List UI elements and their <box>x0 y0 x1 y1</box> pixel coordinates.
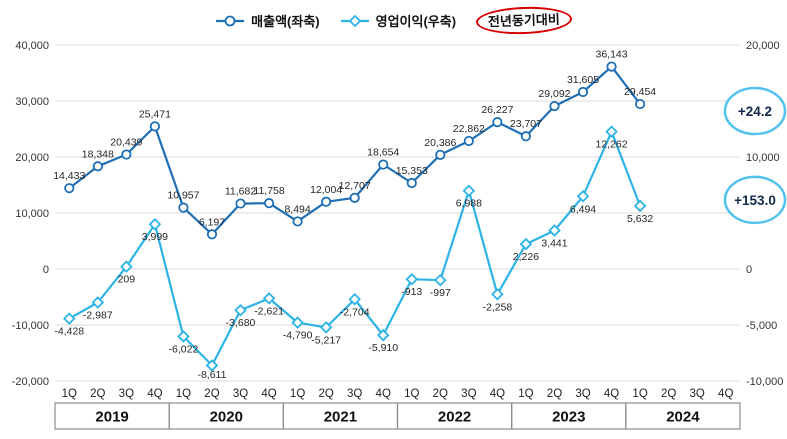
svg-text:209: 209 <box>118 274 136 286</box>
svg-text:23,707: 23,707 <box>510 118 542 130</box>
svg-text:20,386: 20,386 <box>424 137 456 149</box>
svg-text:2020: 2020 <box>210 409 243 426</box>
svg-text:4Q: 4Q <box>261 388 276 400</box>
svg-text:2023: 2023 <box>552 409 585 426</box>
legend-item-yoy: 전년동기대비 <box>475 5 573 36</box>
svg-text:2Q: 2Q <box>661 388 676 400</box>
svg-text:2024: 2024 <box>666 409 700 426</box>
svg-text:6,494: 6,494 <box>570 203 596 215</box>
legend-item-revenue: 매출액(좌축) <box>215 11 320 30</box>
svg-text:10,957: 10,957 <box>167 190 199 202</box>
svg-text:-5,910: -5,910 <box>368 342 398 354</box>
svg-text:15,353: 15,353 <box>396 165 428 177</box>
svg-text:1Q: 1Q <box>518 388 533 400</box>
svg-text:3Q: 3Q <box>575 388 590 400</box>
svg-text:1Q: 1Q <box>290 388 305 400</box>
svg-text:6,988: 6,988 <box>456 198 482 210</box>
svg-text:14,433: 14,433 <box>53 170 85 182</box>
svg-text:0: 0 <box>746 264 752 276</box>
svg-text:18,348: 18,348 <box>82 148 114 160</box>
svg-text:-3,680: -3,680 <box>226 317 256 329</box>
svg-text:3Q: 3Q <box>461 388 476 400</box>
svg-text:36,143: 36,143 <box>596 49 628 61</box>
yoy-highlight-oval: 전년동기대비 <box>475 5 573 36</box>
svg-text:8,494: 8,494 <box>284 203 310 215</box>
legend-label-revenue: 매출액(좌축) <box>251 14 320 29</box>
svg-text:25,471: 25,471 <box>139 108 171 120</box>
svg-text:31,605: 31,605 <box>567 74 599 86</box>
svg-text:-997: -997 <box>430 287 451 299</box>
svg-text:4Q: 4Q <box>490 388 505 400</box>
svg-text:-4,790: -4,790 <box>283 330 313 342</box>
svg-text:40,000: 40,000 <box>15 40 49 52</box>
svg-text:2019: 2019 <box>95 409 128 426</box>
svg-text:-2,621: -2,621 <box>254 305 284 317</box>
svg-text:5,632: 5,632 <box>627 213 653 225</box>
svg-text:26,227: 26,227 <box>481 104 513 116</box>
svg-text:22,862: 22,862 <box>453 123 485 135</box>
svg-text:3Q: 3Q <box>690 388 705 400</box>
svg-text:-10,000: -10,000 <box>12 320 49 332</box>
svg-text:-2,704: -2,704 <box>340 306 370 318</box>
svg-text:2Q: 2Q <box>433 388 448 400</box>
svg-text:2022: 2022 <box>438 409 471 426</box>
legend-item-profit: 영업이익(우축) <box>340 11 456 30</box>
svg-text:29,454: 29,454 <box>624 86 656 98</box>
svg-text:3,441: 3,441 <box>541 237 567 249</box>
svg-text:10,000: 10,000 <box>746 152 780 164</box>
svg-text:20,000: 20,000 <box>746 40 780 52</box>
svg-text:10,000: 10,000 <box>15 208 49 220</box>
svg-text:1Q: 1Q <box>176 388 191 400</box>
svg-text:30,000: 30,000 <box>15 96 49 108</box>
svg-text:+24.2: +24.2 <box>738 104 772 119</box>
svg-text:-20,000: -20,000 <box>12 376 49 388</box>
svg-text:12,004: 12,004 <box>310 184 342 196</box>
svg-text:-5,217: -5,217 <box>311 334 341 346</box>
svg-text:3Q: 3Q <box>233 388 248 400</box>
svg-text:3Q: 3Q <box>347 388 362 400</box>
svg-text:4Q: 4Q <box>376 388 391 400</box>
svg-text:20,439: 20,439 <box>110 137 142 149</box>
svg-text:-10,000: -10,000 <box>746 376 783 388</box>
svg-text:4Q: 4Q <box>718 388 733 400</box>
svg-text:18,654: 18,654 <box>367 147 399 159</box>
svg-text:12,262: 12,262 <box>596 139 628 151</box>
svg-text:-5,000: -5,000 <box>746 320 777 332</box>
svg-text:2Q: 2Q <box>318 388 333 400</box>
svg-text:1Q: 1Q <box>632 388 647 400</box>
svg-text:4Q: 4Q <box>604 388 619 400</box>
svg-text:-8,611: -8,611 <box>197 369 226 381</box>
svg-text:2,226: 2,226 <box>513 251 539 263</box>
svg-text:-913: -913 <box>401 286 422 298</box>
legend-label-profit: 영업이익(우축) <box>375 14 457 29</box>
svg-text:2Q: 2Q <box>90 388 105 400</box>
svg-text:29,092: 29,092 <box>538 88 570 100</box>
profit-line-marker-icon <box>340 14 369 27</box>
svg-text:-6,022: -6,022 <box>169 343 199 355</box>
svg-text:3,999: 3,999 <box>142 231 168 243</box>
svg-text:20,000: 20,000 <box>15 152 49 164</box>
svg-text:4Q: 4Q <box>147 388 162 400</box>
legend: 매출액(좌축) 영업이익(우축) 전년동기대비 <box>0 5 787 36</box>
svg-text:3Q: 3Q <box>119 388 134 400</box>
svg-text:-2,258: -2,258 <box>483 301 513 313</box>
svg-text:11,682: 11,682 <box>225 186 256 198</box>
svg-text:12,707: 12,707 <box>339 180 371 192</box>
svg-text:-4,428: -4,428 <box>54 326 84 338</box>
revenue-line-marker-icon <box>216 15 245 26</box>
svg-text:2021: 2021 <box>324 409 357 426</box>
svg-text:-2,987: -2,987 <box>83 309 113 321</box>
svg-text:0: 0 <box>43 264 49 276</box>
svg-text:2Q: 2Q <box>547 388 562 400</box>
svg-text:1Q: 1Q <box>404 388 419 400</box>
svg-text:1Q: 1Q <box>62 388 77 400</box>
svg-text:+153.0: +153.0 <box>734 193 776 208</box>
svg-text:2Q: 2Q <box>204 388 219 400</box>
svg-text:6,197: 6,197 <box>199 216 225 228</box>
svg-text:11,758: 11,758 <box>253 185 284 197</box>
